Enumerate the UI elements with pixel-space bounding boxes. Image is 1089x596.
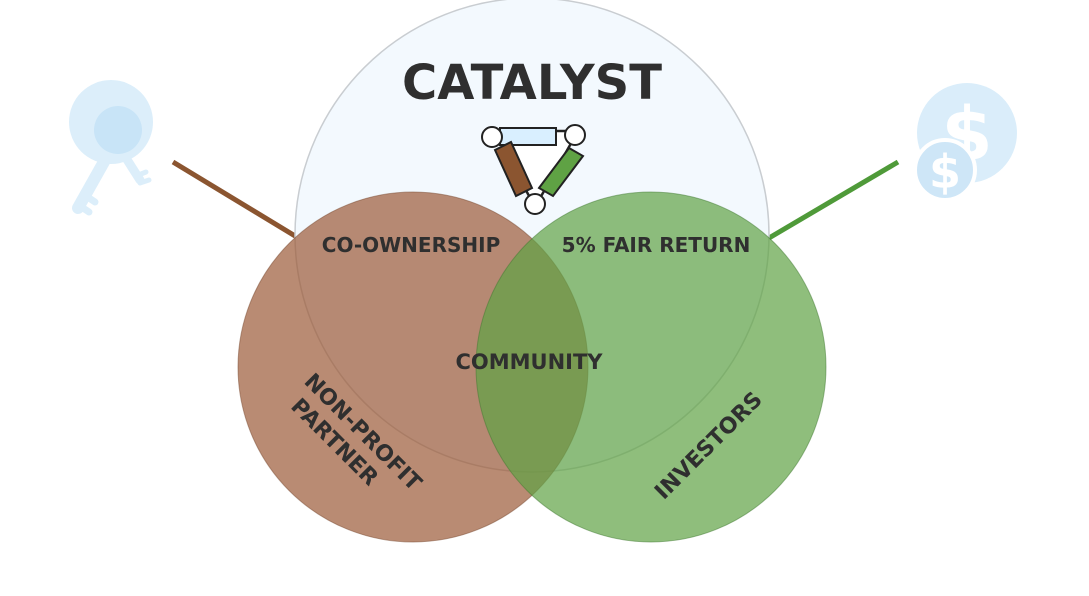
nonprofit-connector-line [171,159,307,245]
investors-circle [475,191,827,543]
co-ownership-label: CO-OWNERSHIP [322,233,500,257]
dollar-coins-icon: $ $ [913,83,1017,202]
fair-return-label: 5% FAIR RETURN [562,233,751,257]
catalyst-title: CATALYST [402,55,662,111]
svg-text:$: $ [929,145,961,199]
community-label: COMMUNITY [455,350,603,374]
investors-connector-line [767,159,900,241]
key-icon [69,80,153,216]
linked-hands-triangle-icon [481,124,586,215]
